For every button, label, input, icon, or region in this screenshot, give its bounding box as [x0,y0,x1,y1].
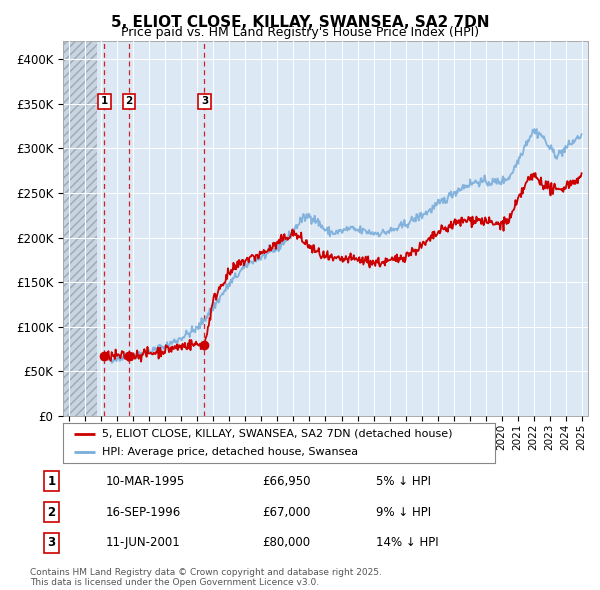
Text: 10-MAR-1995: 10-MAR-1995 [106,475,185,488]
Text: 16-SEP-1996: 16-SEP-1996 [106,506,181,519]
Text: 11-JUN-2001: 11-JUN-2001 [106,536,181,549]
Text: 5% ↓ HPI: 5% ↓ HPI [376,475,431,488]
Text: 14% ↓ HPI: 14% ↓ HPI [376,536,438,549]
Text: 3: 3 [47,536,56,549]
Text: £80,000: £80,000 [262,536,310,549]
Text: 1: 1 [101,96,108,106]
Text: 3: 3 [201,96,208,106]
Text: HPI: Average price, detached house, Swansea: HPI: Average price, detached house, Swan… [102,447,358,457]
Text: 5, ELIOT CLOSE, KILLAY, SWANSEA, SA2 7DN (detached house): 5, ELIOT CLOSE, KILLAY, SWANSEA, SA2 7DN… [102,429,452,439]
Text: Price paid vs. HM Land Registry's House Price Index (HPI): Price paid vs. HM Land Registry's House … [121,26,479,39]
Text: 1: 1 [47,475,56,488]
Bar [63,41,97,416]
Bar [63,41,97,416]
Text: 9% ↓ HPI: 9% ↓ HPI [376,506,431,519]
Text: 2: 2 [125,96,133,106]
Text: 5, ELIOT CLOSE, KILLAY, SWANSEA, SA2 7DN: 5, ELIOT CLOSE, KILLAY, SWANSEA, SA2 7DN [111,15,489,30]
Text: 2: 2 [47,506,56,519]
Text: £66,950: £66,950 [262,475,311,488]
Text: Contains HM Land Registry data © Crown copyright and database right 2025.
This d: Contains HM Land Registry data © Crown c… [30,568,382,587]
Text: £67,000: £67,000 [262,506,311,519]
